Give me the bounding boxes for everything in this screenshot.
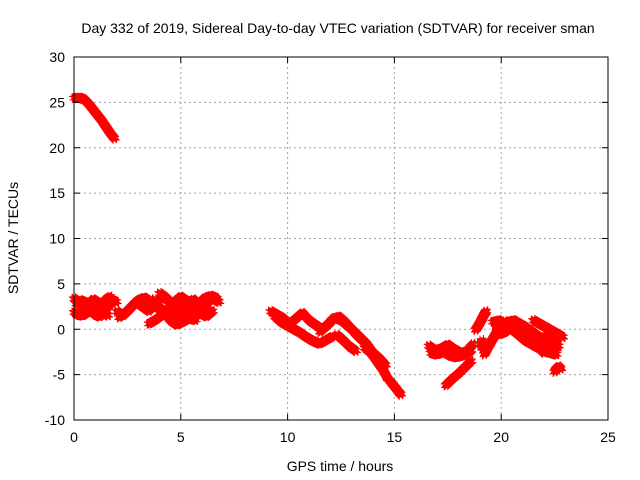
grid-lines xyxy=(74,57,608,420)
data-point xyxy=(113,137,120,144)
data-point xyxy=(109,134,116,141)
data-series xyxy=(69,92,569,400)
